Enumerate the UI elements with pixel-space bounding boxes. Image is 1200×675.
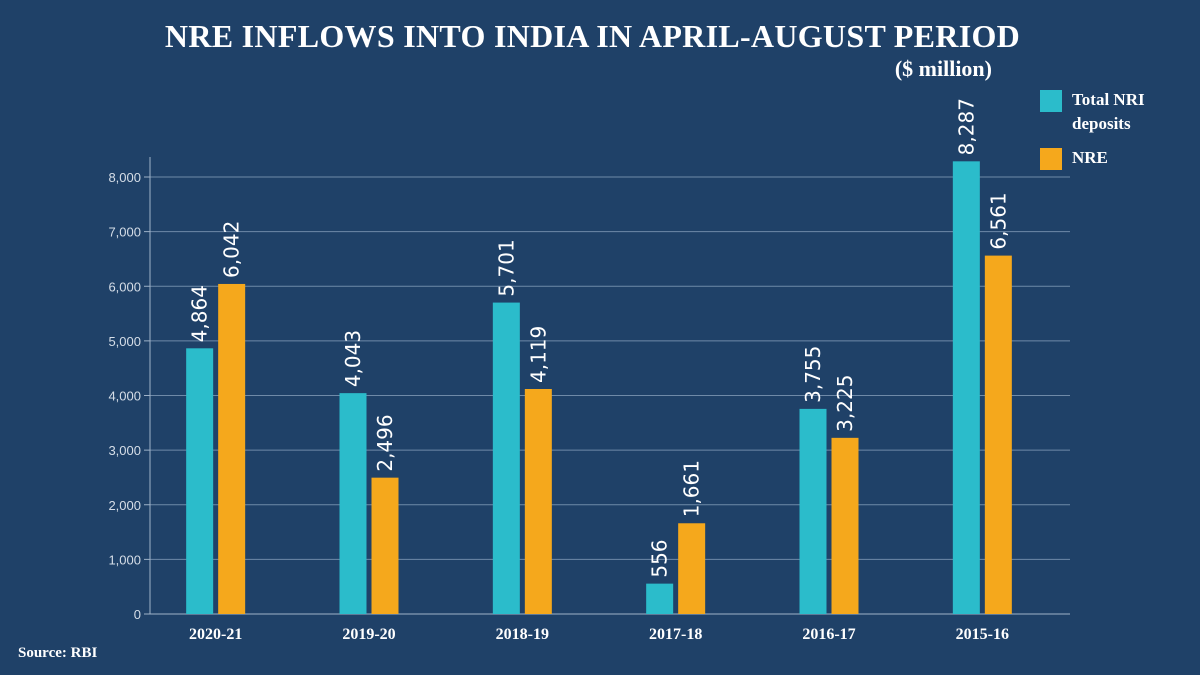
bar [371, 477, 399, 614]
data-label: 4,043 [341, 330, 365, 387]
data-label: 5,701 [494, 239, 518, 296]
bar [186, 348, 214, 614]
legend-label-total-nri: Total NRI deposits [1072, 90, 1145, 133]
y-tick-label: 4,000 [108, 389, 141, 404]
data-label: 556 [648, 539, 672, 577]
data-label: 8,287 [954, 98, 978, 155]
legend-swatch-nre [1040, 148, 1062, 170]
source-note: Source: RBI [18, 645, 98, 661]
bar [799, 408, 827, 614]
legend-item-total-nri: Total NRI deposits [1040, 88, 1190, 136]
data-label: 4,864 [188, 285, 212, 342]
legend: Total NRI deposits NRE [1040, 88, 1190, 180]
y-tick-label: 2,000 [108, 498, 141, 513]
data-label: 6,561 [986, 192, 1010, 249]
y-tick-label: 1,000 [108, 552, 141, 567]
y-tick-label: 3,000 [108, 443, 141, 458]
x-tick-label: 2015-16 [956, 626, 1009, 643]
bar [831, 437, 859, 614]
y-tick-label: 8,000 [108, 170, 141, 185]
x-tick-label: 2016-17 [802, 626, 855, 643]
chart-subtitle: ($ million) [894, 56, 992, 81]
bar [678, 523, 706, 614]
x-tick-label: 2019-20 [342, 626, 395, 643]
data-label: 3,755 [801, 346, 825, 403]
legend-label-nre: NRE [1072, 148, 1108, 167]
x-tick-label: 2020-21 [189, 626, 242, 643]
y-tick-label: 5,000 [108, 334, 141, 349]
bar [952, 161, 980, 614]
bar [646, 583, 674, 614]
bar [339, 393, 367, 614]
x-tick-label: 2017-18 [649, 626, 702, 643]
y-tick-label: 7,000 [108, 225, 141, 240]
legend-swatch-total-nri [1040, 90, 1062, 112]
data-label: 4,119 [526, 326, 550, 383]
chart-title: NRE INFLOWS INTO INDIA IN APRIL-AUGUST P… [164, 18, 1021, 54]
legend-item-nre: NRE [1040, 146, 1190, 170]
bar [984, 255, 1012, 614]
x-tick-label: 2018-19 [496, 626, 549, 643]
bar [524, 388, 552, 614]
data-label: 6,042 [220, 221, 244, 278]
y-tick-label: 0 [134, 607, 141, 622]
data-label: 2,496 [373, 414, 397, 471]
bar [218, 283, 246, 614]
bar [492, 302, 520, 614]
data-label: 1,661 [680, 460, 704, 517]
data-label: 3,225 [833, 375, 857, 432]
y-tick-label: 6,000 [108, 279, 141, 294]
